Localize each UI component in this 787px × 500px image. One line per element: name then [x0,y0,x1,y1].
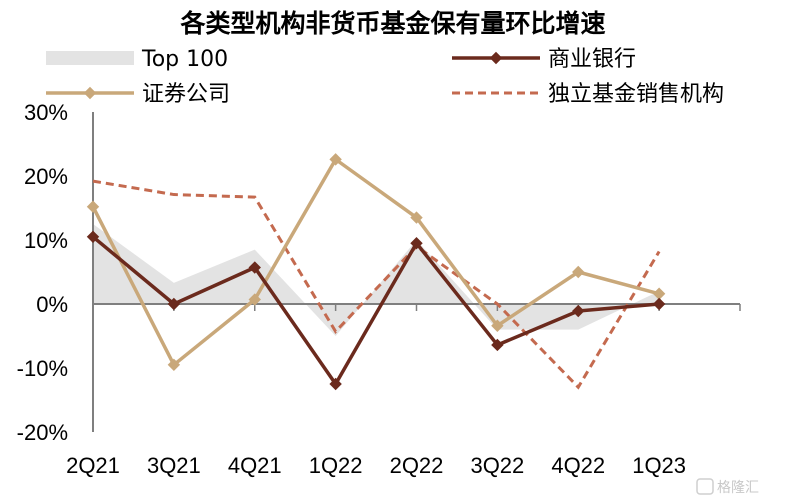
line-series-banks [91,235,660,386]
x-tick-label: 2Q21 [66,453,120,478]
point-securities [86,200,100,213]
y-tick-label: -10% [17,356,68,381]
legend-swatch [46,51,134,65]
point-securities [329,153,342,166]
y-tick-label: 0% [36,292,68,317]
point-securities [572,265,585,279]
watermark-logo [696,478,714,495]
point-banks [652,297,666,311]
chart-title: 各类型机构非货币基金保有量环比增速 [179,9,605,38]
area-series-top100 [93,224,660,336]
legend-label: 证券公司 [142,82,230,107]
point-banks [248,261,261,274]
point-banks [410,236,423,250]
watermark: 格隆汇 [696,478,759,496]
y-tick-label: -20% [17,420,68,445]
y-tick-label: 30% [24,100,68,125]
legend-item: 商业银行 [452,47,636,72]
x-tick-label: 2Q22 [390,453,444,478]
x-tick-label: 4Q22 [551,453,605,478]
point-securities [491,319,504,332]
x-tick-label: 3Q22 [470,453,524,478]
legend-marker [489,51,503,65]
point-banks [167,297,181,311]
point-securities [410,211,423,224]
x-tick-label: 1Q22 [309,453,363,478]
watermark-text: 格隆汇 [717,480,759,496]
legend-marker [83,86,97,100]
point-securities [248,293,261,306]
point-banks [86,230,100,244]
legend-label: Top 100 [141,47,228,72]
y-tick-label: 20% [24,164,68,189]
x-tick-label: 1Q23 [632,453,686,478]
legend-item: 独立基金销售机构 [452,82,724,107]
legend-label: 独立基金销售机构 [548,82,724,107]
legend-item: Top 100 [46,47,228,72]
legend-item: 证券公司 [46,82,230,107]
point-securities [167,358,181,372]
x-tick-label: 4Q21 [228,453,282,478]
y-tick-label: 10% [24,228,68,253]
line-series-securities [91,157,660,367]
plot-area: 30% 20% 10% 0% -10% -20% 2Q21 3Q21 4Q21 1Q22 2Q22 3… [17,100,741,478]
x-tick-label: 3Q21 [147,453,201,478]
line-series-dashed [92,179,661,390]
point-banks [329,377,342,391]
point-banks [572,304,585,318]
legend-label: 商业银行 [548,47,636,72]
point-banks [491,338,504,352]
